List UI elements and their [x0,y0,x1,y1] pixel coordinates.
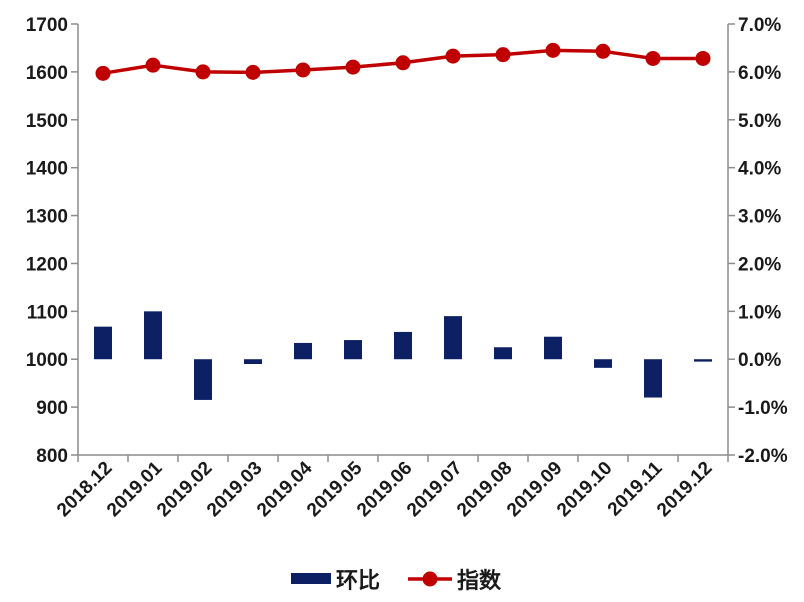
right-axis-tick-label: 6.0% [738,63,781,84]
bar [144,311,162,360]
x-axis-tick-label: 2019.08 [453,458,516,521]
x-axis-tick-label: 2019.03 [203,458,266,521]
line-point [495,47,511,63]
right-axis-tick-labels: -2.0% -1.0% 0.0% 1.0% 2.0% 3.0% 4.0% 5.0% 6.0% 7.… [738,15,788,467]
left-axis-tick-label: 1500 [26,111,68,132]
legend-line-marker [422,571,438,587]
line-point [295,62,311,78]
bar [294,342,312,360]
x-axis-tick-label: 2019.12 [653,458,716,521]
line-point [345,59,361,75]
line-point [645,50,661,66]
line-point [695,50,711,66]
right-axis-tick-label: 5.0% [738,111,781,132]
bar-series-huanbi [94,311,712,400]
left-axis-tick-label: 1700 [26,15,68,36]
right-axis-tick-label: 2.0% [738,254,781,275]
x-axis-tick-label: 2019.10 [553,458,616,521]
bar [694,359,712,362]
left-axis-tick-label: 1200 [26,254,68,275]
bar [644,359,662,398]
bar [194,359,212,400]
line-point [545,42,561,58]
left-axis-tick-label: 1100 [27,302,68,323]
left-axis-tick-labels: 800 900 1000 1100 1200 1300 1400 1500 1600 1700 [26,15,68,467]
bar [94,326,112,360]
x-axis-tick-label: 2019.02 [153,458,216,521]
x-axis-tick-labels: 2018.122019.012019.022019.032019.042019.… [53,457,716,521]
axes [71,23,735,462]
left-axis-tick-label: 1600 [26,63,68,84]
bar [394,331,412,360]
left-axis-tick-label: 1400 [26,159,68,180]
bar [244,359,262,365]
legend-bar-swatch [291,573,331,584]
legend: 环比 指数 [291,568,502,594]
left-axis-tick-label: 900 [36,398,68,419]
right-axis-tick-label: 1.0% [738,302,781,323]
left-axis-tick-label: 1000 [26,350,68,371]
bar [444,316,462,360]
left-axis-tick-label: 1300 [26,207,68,228]
legend-line-label: 指数 [457,568,502,594]
right-axis-tick-label: 3.0% [738,207,781,228]
bar [344,340,362,360]
x-axis-tick-label: 2018.12 [53,458,116,521]
right-axis-tick-label: 4.0% [738,159,781,180]
x-axis-tick-label: 2019.07 [403,458,466,521]
bar [594,359,612,368]
right-axis-tick-label: -2.0% [738,446,788,467]
x-axis-tick-label: 2019.09 [503,458,566,521]
line-point [95,65,111,81]
right-axis-tick-label: 0.0% [738,350,781,371]
legend-bar-label: 环比 [336,569,380,594]
line-point [245,64,261,80]
line-point [195,64,211,80]
bar [544,336,562,360]
line-series-zhishu [95,42,711,81]
right-axis-tick-label: -1.0% [738,398,788,419]
line-point [395,55,411,71]
line-point [145,57,161,73]
line-point [445,48,461,64]
line-point [595,43,611,59]
left-axis-tick-label: 800 [36,446,68,467]
x-axis-tick-label: 2019.06 [353,458,416,521]
bar [494,347,512,360]
right-axis-tick-label: 7.0% [738,15,781,36]
